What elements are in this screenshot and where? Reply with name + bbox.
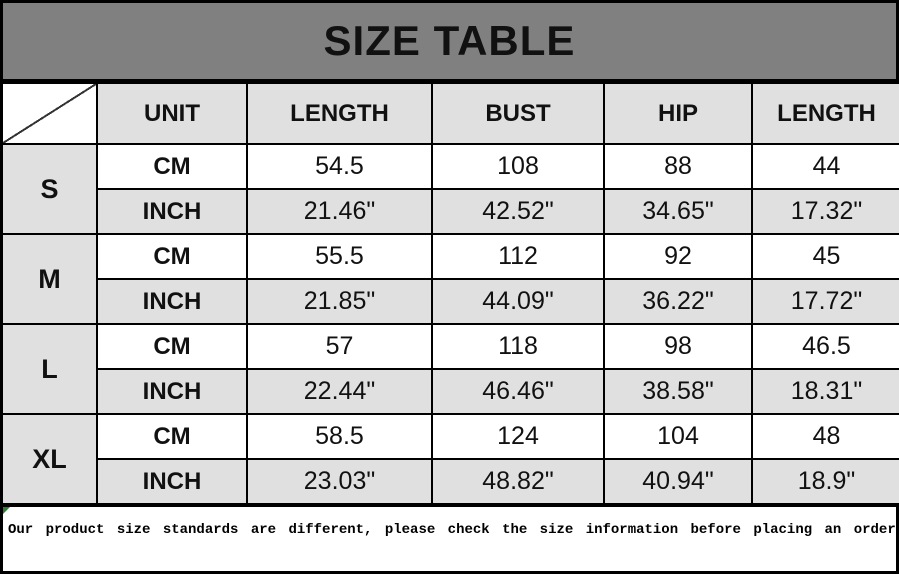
- table-header-row: UNIT LENGTH BUST HIP LENGTH: [1, 82, 899, 145]
- cell-value: 55.5: [246, 233, 433, 280]
- footer-note-text: Our product size standards are different…: [8, 522, 896, 538]
- cell-value: 57: [246, 323, 433, 370]
- unit-label: INCH: [96, 188, 248, 235]
- unit-label: INCH: [96, 458, 248, 505]
- column-header-hip: HIP: [603, 82, 753, 145]
- cell-value: 58.5: [246, 413, 433, 460]
- cell-value: 104: [603, 413, 753, 460]
- cell-value: 38.58": [603, 368, 753, 415]
- size-label-s: S: [1, 143, 98, 235]
- column-header-unit: UNIT: [96, 82, 248, 145]
- cell-value: 40.94": [603, 458, 753, 505]
- cell-value: 36.22": [603, 278, 753, 325]
- table-row: INCH 21.46" 42.52" 34.65" 17.32": [2, 188, 899, 235]
- size-label-m: M: [1, 233, 98, 325]
- cell-value: 45: [751, 233, 899, 280]
- cell-value: 21.46": [246, 188, 433, 235]
- cell-value: 18.31": [751, 368, 899, 415]
- cell-value: 17.32": [751, 188, 899, 235]
- cell-value: 46.5: [751, 323, 899, 370]
- cell-value: 44.09": [431, 278, 605, 325]
- cell-value: 124: [431, 413, 605, 460]
- cell-value: 118: [431, 323, 605, 370]
- table-row: INCH 21.85" 44.09" 36.22" 17.72": [2, 278, 899, 325]
- cell-value: 23.03": [246, 458, 433, 505]
- size-label-l: L: [1, 323, 98, 415]
- cell-value: 108: [431, 143, 605, 190]
- diagonal-corner-cell: [1, 82, 98, 145]
- size-table: UNIT LENGTH BUST HIP LENGTH S CM 54.5 10…: [1, 82, 899, 505]
- unit-label: CM: [96, 233, 248, 280]
- unit-label: INCH: [96, 368, 248, 415]
- cell-value: 54.5: [246, 143, 433, 190]
- cell-value: 21.85": [246, 278, 433, 325]
- size-label-xl: XL: [1, 413, 98, 505]
- cell-value: 46.46": [431, 368, 605, 415]
- page-title: SIZE TABLE: [1, 1, 898, 82]
- column-header-length: LENGTH: [246, 82, 433, 145]
- cell-value: 98: [603, 323, 753, 370]
- unit-label: CM: [96, 143, 248, 190]
- cell-value: 88: [603, 143, 753, 190]
- cell-value: 44: [751, 143, 899, 190]
- table-row: INCH 23.03" 48.82" 40.94" 18.9": [2, 458, 899, 505]
- table-row: XL CM 58.5 124 104 48: [1, 413, 899, 505]
- unit-label: INCH: [96, 278, 248, 325]
- cell-value: 92: [603, 233, 753, 280]
- cell-value: 48.82": [431, 458, 605, 505]
- table-row: S CM 54.5 108 88 44: [1, 143, 899, 235]
- cell-value: 18.9": [751, 458, 899, 505]
- column-header-bust: BUST: [431, 82, 605, 145]
- cell-value: 17.72": [751, 278, 899, 325]
- footer-note: Our product size standards are different…: [1, 505, 898, 573]
- cell-value: 42.52": [431, 188, 605, 235]
- corner-marker-icon: [3, 507, 10, 514]
- cell-value: 112: [431, 233, 605, 280]
- column-header-length-2: LENGTH: [751, 82, 899, 145]
- unit-label: CM: [96, 323, 248, 370]
- cell-value: 22.44": [246, 368, 433, 415]
- unit-label: CM: [96, 413, 248, 460]
- table-row: INCH 22.44" 46.46" 38.58" 18.31": [2, 368, 899, 415]
- table-row: M CM 55.5 112 92 45: [1, 233, 899, 325]
- cell-value: 48: [751, 413, 899, 460]
- table-row: L CM 57 118 98 46.5: [1, 323, 899, 415]
- cell-value: 34.65": [603, 188, 753, 235]
